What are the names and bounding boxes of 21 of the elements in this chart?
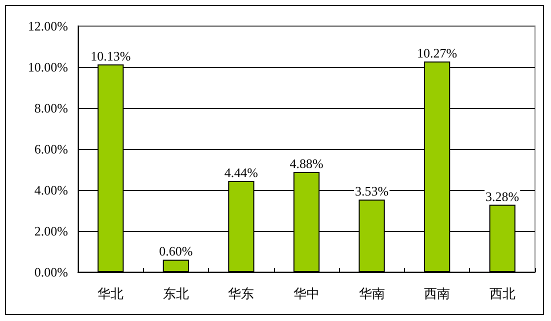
x-tick-label: 西北	[489, 286, 516, 301]
x-tick-label: 西南	[424, 286, 450, 301]
data-label: 4.44%	[224, 164, 258, 180]
x-tick-label: 华中	[294, 286, 320, 301]
data-label: 4.88%	[290, 156, 324, 171]
y-tick-label: 8.00%	[34, 100, 68, 116]
x-tick-label: 华南	[358, 286, 385, 301]
y-tick-label: 0.00%	[34, 264, 68, 280]
y-tick-label: 12.00%	[28, 18, 68, 34]
y-tick-label: 4.00%	[34, 182, 68, 198]
data-label: 3.28%	[486, 188, 520, 204]
y-tick-label: 6.00%	[34, 142, 68, 156]
data-label: 10.13%	[90, 48, 131, 64]
x-tick-label: 华东	[228, 286, 254, 301]
x-tick-label: 东北	[162, 286, 189, 301]
y-tick-label: 10.00%	[28, 60, 68, 74]
y-tick-label: 2.00%	[34, 224, 68, 238]
x-tick-label: 华北	[98, 286, 124, 301]
data-label: 3.53%	[354, 184, 389, 199]
data-label: 10.27%	[417, 45, 458, 60]
data-label: 0.60%	[159, 244, 193, 259]
